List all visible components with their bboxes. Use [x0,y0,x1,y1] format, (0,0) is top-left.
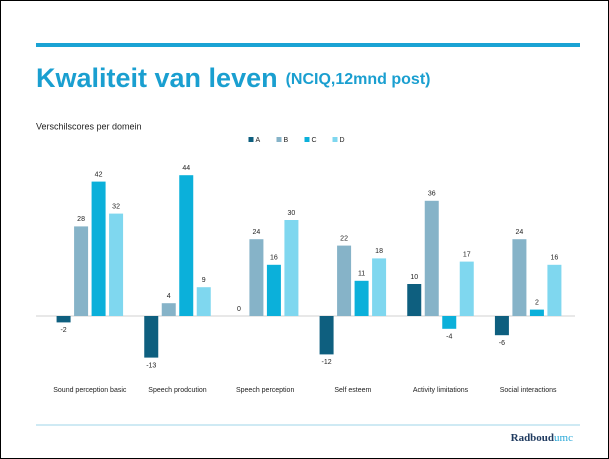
bar [74,226,89,316]
bar [494,316,509,336]
data-label: -13 [146,362,156,369]
data-label: 42 [95,171,103,178]
bar [56,316,71,323]
bar [319,316,334,355]
data-label: -2 [60,327,66,334]
bar [442,316,457,329]
legend-label: D [340,137,345,144]
data-label: -12 [322,359,332,366]
data-label: 16 [270,255,278,262]
bar [179,175,194,316]
bar [161,303,176,316]
x-tick-label: Speech prodcution [148,387,206,394]
legend-label: B [284,137,289,144]
logo-part2: umc [554,432,573,444]
bar [144,316,159,358]
bar [424,200,439,316]
bar [249,239,264,316]
data-label: -4 [446,334,452,341]
legend-label: A [256,137,261,144]
data-label: 2 [535,299,539,306]
data-label: 9 [202,277,206,284]
data-label: 22 [340,235,348,242]
title-suffix: (NCIQ,12mnd post) [286,71,431,88]
bar [196,287,211,316]
x-tick-label: Speech perception [236,387,294,394]
data-label: 0 [237,306,241,313]
data-label: 30 [288,210,296,217]
legend-swatch [276,137,282,142]
logo-part1: Radboud [511,432,554,444]
bar [547,264,562,316]
x-tick-label: Sound perception basic [53,387,127,394]
bar [407,284,422,316]
data-label: 11 [358,271,365,278]
title-main: Kwaliteit van leven [36,63,278,93]
data-label: 16 [551,255,559,262]
bar [91,181,106,316]
data-label: 10 [410,274,418,281]
data-label: 17 [463,251,471,258]
data-label: 44 [182,165,190,172]
data-label: 36 [428,191,436,198]
data-label: 28 [77,216,85,223]
data-label: 4 [167,293,171,300]
slide-title: Kwaliteit van leven (NCIQ,12mnd post) [36,63,430,93]
bar [372,258,387,316]
bar [529,309,544,316]
data-label: 18 [375,248,383,255]
bar [284,220,299,316]
legend-label: C [312,137,317,144]
bar [354,280,369,316]
logo: Radboudumc [511,432,573,444]
legend-swatch [304,137,310,142]
bar [266,264,281,316]
bar [459,261,474,316]
data-label: 32 [112,203,120,210]
bar [109,213,124,316]
x-tick-label: Activity limitations [413,387,469,394]
bar [337,245,352,316]
bar [512,239,527,316]
data-label: 24 [253,229,261,236]
data-label: 24 [516,229,524,236]
data-label: -6 [499,340,505,347]
x-tick-label: Self esteem [334,387,371,394]
legend-swatch [248,137,254,142]
x-tick-label: Social interactions [500,387,557,394]
legend-swatch [332,137,338,142]
chart-subtitle: Verschilscores per domein [36,121,142,131]
